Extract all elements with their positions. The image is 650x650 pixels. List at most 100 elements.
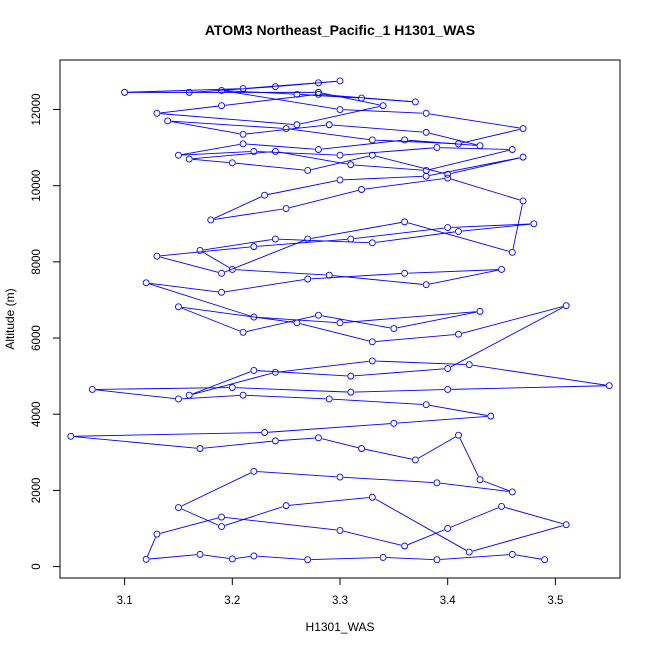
data-point bbox=[336, 526, 344, 534]
series-line-segment bbox=[343, 175, 423, 181]
series-line-segment bbox=[408, 269, 498, 274]
data-point bbox=[455, 227, 462, 235]
series-line-segment bbox=[332, 275, 423, 285]
data-point bbox=[164, 117, 172, 125]
series-line-segment bbox=[182, 394, 240, 400]
data-point bbox=[336, 151, 344, 159]
data-point bbox=[347, 161, 355, 169]
data-point bbox=[358, 186, 365, 193]
series-line-segment bbox=[407, 529, 445, 546]
series-line-segment bbox=[515, 554, 542, 560]
data-point bbox=[185, 391, 193, 399]
series-line-segment bbox=[364, 448, 412, 460]
series-line-segment bbox=[459, 438, 479, 477]
series-line-segment bbox=[375, 334, 455, 342]
series-line-segment bbox=[311, 273, 402, 280]
data-point bbox=[153, 530, 161, 538]
data-point bbox=[476, 142, 484, 150]
series-line-segment bbox=[268, 423, 391, 433]
data-point bbox=[358, 94, 365, 102]
series-line-segment bbox=[289, 497, 369, 506]
series-line-segment bbox=[147, 537, 156, 557]
series-line-segment bbox=[450, 306, 564, 368]
series-line-segment bbox=[224, 239, 305, 273]
data-point bbox=[142, 555, 150, 563]
data-point bbox=[465, 361, 473, 369]
series-line-segment bbox=[181, 306, 294, 323]
data-point bbox=[315, 434, 322, 442]
data-point bbox=[508, 248, 516, 256]
data-point bbox=[422, 281, 430, 289]
series-line-segment bbox=[429, 149, 509, 171]
data-point bbox=[239, 140, 247, 148]
series-line-segment bbox=[182, 151, 251, 156]
data-point bbox=[411, 456, 419, 464]
data-point bbox=[336, 77, 344, 85]
data-point bbox=[228, 266, 236, 273]
series-line-segment bbox=[375, 139, 455, 145]
series-line-segment bbox=[321, 139, 402, 150]
x-tick-label: 3.2 bbox=[224, 595, 240, 607]
data-point bbox=[185, 88, 193, 96]
data-point bbox=[142, 279, 150, 287]
series-line-segment bbox=[128, 88, 240, 93]
series-line-segment bbox=[213, 196, 262, 219]
series-line-segment bbox=[429, 113, 520, 129]
data-point bbox=[218, 513, 225, 521]
data-point bbox=[315, 88, 322, 96]
data-point bbox=[519, 125, 527, 133]
series-line-segment bbox=[192, 158, 229, 163]
data-point bbox=[422, 401, 430, 409]
data-series bbox=[67, 77, 613, 564]
series-line-segment bbox=[257, 555, 305, 560]
data-point bbox=[562, 521, 570, 529]
y-axis: 0 2000 4000 6000 8000 10000 12000 bbox=[31, 94, 61, 570]
data-point bbox=[304, 167, 312, 174]
data-point bbox=[196, 445, 204, 452]
data-point bbox=[282, 125, 290, 133]
series-line-segment bbox=[418, 436, 456, 459]
x-axis: 3.1 3.2 3.3 3.4 3.5 bbox=[117, 577, 563, 607]
data-point bbox=[433, 479, 441, 487]
data-point bbox=[444, 224, 452, 232]
series-line-segment bbox=[483, 480, 510, 492]
series-line-segment bbox=[149, 554, 197, 560]
data-point bbox=[261, 191, 269, 199]
data-point bbox=[250, 552, 258, 560]
series-line-segment bbox=[311, 557, 380, 561]
series-line-segment bbox=[225, 90, 337, 110]
data-point bbox=[519, 153, 527, 161]
data-point bbox=[325, 395, 333, 403]
data-point bbox=[336, 106, 344, 113]
data-point bbox=[379, 553, 387, 561]
data-point bbox=[336, 319, 344, 327]
data-point bbox=[347, 235, 355, 243]
data-point bbox=[498, 266, 505, 273]
data-point bbox=[239, 85, 247, 93]
series-line-segment bbox=[171, 120, 283, 129]
series-line-segment bbox=[311, 222, 402, 239]
series-line-segment bbox=[321, 92, 380, 106]
series-line-segment bbox=[461, 306, 563, 334]
data-point bbox=[508, 550, 516, 558]
series-line-segment bbox=[343, 311, 477, 323]
data-point bbox=[67, 432, 75, 440]
y-tick-label: 8000 bbox=[31, 249, 43, 275]
series-line-segment bbox=[246, 124, 326, 135]
data-point bbox=[541, 556, 549, 564]
data-point bbox=[282, 502, 290, 510]
data-point bbox=[175, 504, 182, 511]
series-line-segment bbox=[257, 471, 337, 478]
series-line-segment bbox=[268, 180, 337, 195]
data-point bbox=[315, 146, 322, 153]
series-line-segment bbox=[451, 157, 520, 174]
series-line-segment bbox=[332, 398, 423, 405]
data-point bbox=[336, 176, 344, 184]
data-point bbox=[250, 147, 258, 155]
data-point bbox=[293, 90, 301, 98]
data-point bbox=[476, 476, 484, 484]
data-point bbox=[218, 269, 225, 277]
data-point bbox=[379, 102, 387, 110]
series-line-segment bbox=[192, 86, 272, 93]
series-line-segment bbox=[192, 372, 273, 395]
